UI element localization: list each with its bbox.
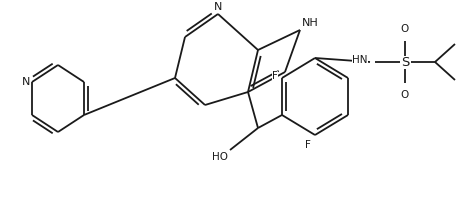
Text: NH: NH (302, 18, 319, 28)
Text: N: N (214, 2, 222, 12)
Text: HO: HO (212, 152, 228, 162)
Text: N: N (22, 77, 30, 87)
Text: F: F (272, 71, 278, 81)
Text: O: O (401, 24, 409, 34)
Text: F: F (305, 140, 311, 150)
Text: O: O (401, 90, 409, 100)
Text: S: S (401, 56, 409, 68)
Text: HN: HN (353, 55, 368, 65)
